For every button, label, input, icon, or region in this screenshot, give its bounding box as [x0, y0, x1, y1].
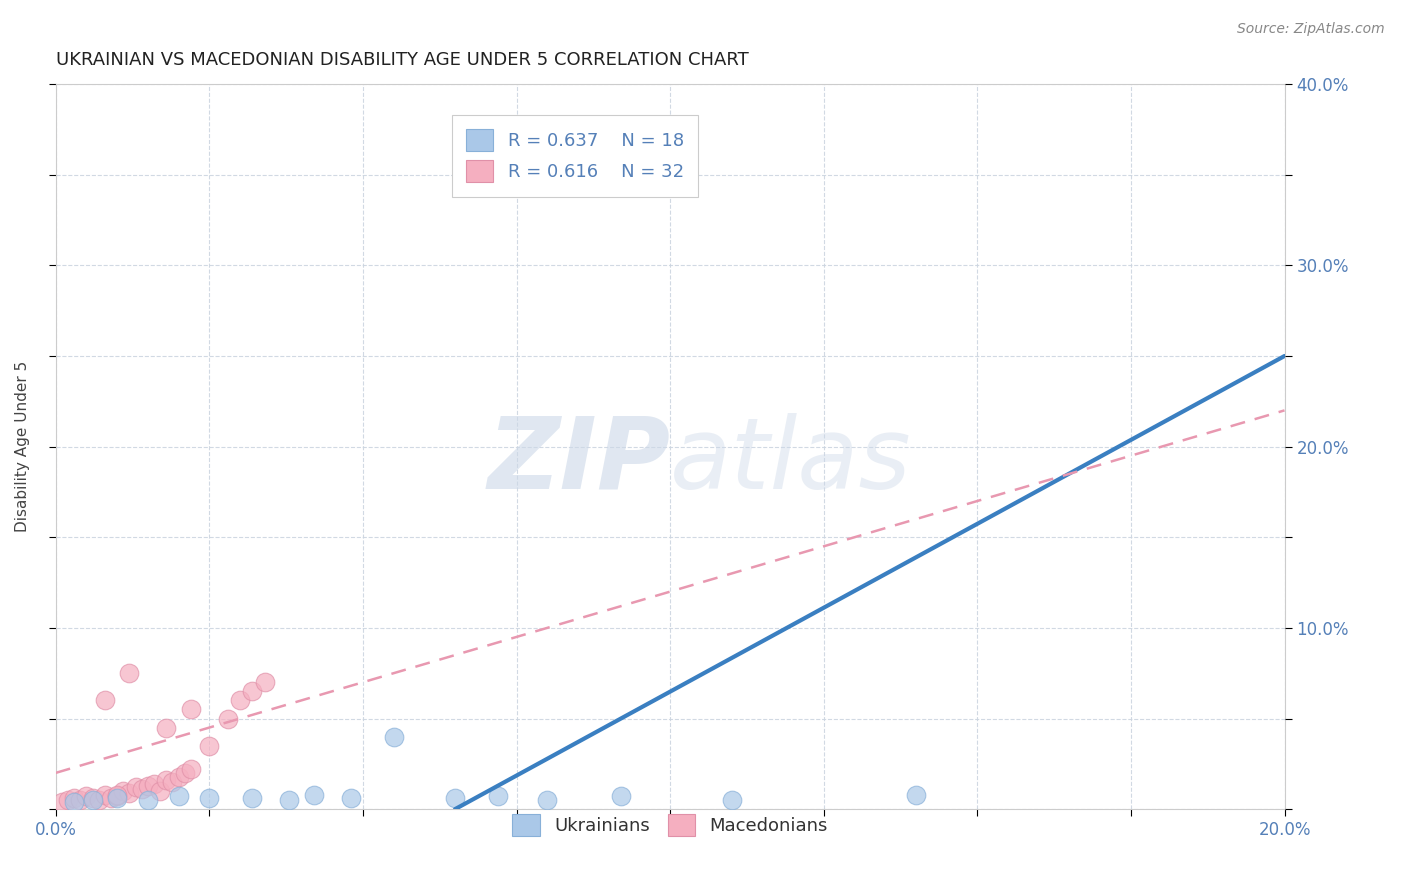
Point: [112, 784, 135, 798]
Point: [720, 793, 742, 807]
Point: [94, 788, 117, 802]
Point: [75, 789, 97, 804]
Text: atlas: atlas: [671, 413, 911, 509]
Point: [198, 791, 221, 805]
Point: [149, 784, 172, 798]
Point: [94, 693, 117, 707]
Point: [167, 770, 190, 784]
Point: [217, 712, 239, 726]
Point: [278, 793, 301, 807]
Point: [382, 730, 405, 744]
Point: [100, 791, 122, 805]
Point: [136, 779, 159, 793]
Legend: Ukrainians, Macedonians: Ukrainians, Macedonians: [505, 807, 835, 844]
Point: [82, 791, 104, 805]
Point: [486, 789, 509, 804]
Point: [253, 675, 276, 690]
Point: [229, 693, 252, 707]
Point: [240, 684, 263, 698]
Point: [56, 793, 79, 807]
Point: [105, 791, 128, 805]
Point: [143, 777, 166, 791]
Point: [82, 793, 104, 807]
Point: [155, 721, 177, 735]
Point: [63, 795, 86, 809]
Text: UKRAINIAN VS MACEDONIAN DISABILITY AGE UNDER 5 CORRELATION CHART: UKRAINIAN VS MACEDONIAN DISABILITY AGE U…: [56, 51, 748, 69]
Point: [904, 788, 927, 802]
Point: [69, 793, 91, 807]
Point: [167, 789, 190, 804]
Point: [63, 791, 86, 805]
Point: [118, 786, 141, 800]
Point: [610, 789, 633, 804]
Point: [131, 782, 153, 797]
Point: [162, 775, 184, 789]
Text: ZIP: ZIP: [486, 413, 671, 509]
Y-axis label: Disability Age Under 5: Disability Age Under 5: [15, 361, 30, 533]
Point: [105, 789, 128, 804]
Point: [339, 791, 361, 805]
Point: [173, 765, 195, 780]
Point: [598, 171, 620, 186]
Point: [444, 791, 467, 805]
Point: [198, 739, 221, 753]
Point: [105, 788, 128, 802]
Point: [124, 780, 146, 795]
Point: [240, 791, 263, 805]
Point: [302, 788, 325, 802]
Point: [136, 793, 159, 807]
Point: [155, 773, 177, 788]
Point: [87, 793, 110, 807]
Point: [118, 666, 141, 681]
Text: Source: ZipAtlas.com: Source: ZipAtlas.com: [1237, 22, 1385, 37]
Point: [180, 762, 202, 776]
Point: [536, 793, 558, 807]
Point: [51, 795, 73, 809]
Point: [180, 702, 202, 716]
